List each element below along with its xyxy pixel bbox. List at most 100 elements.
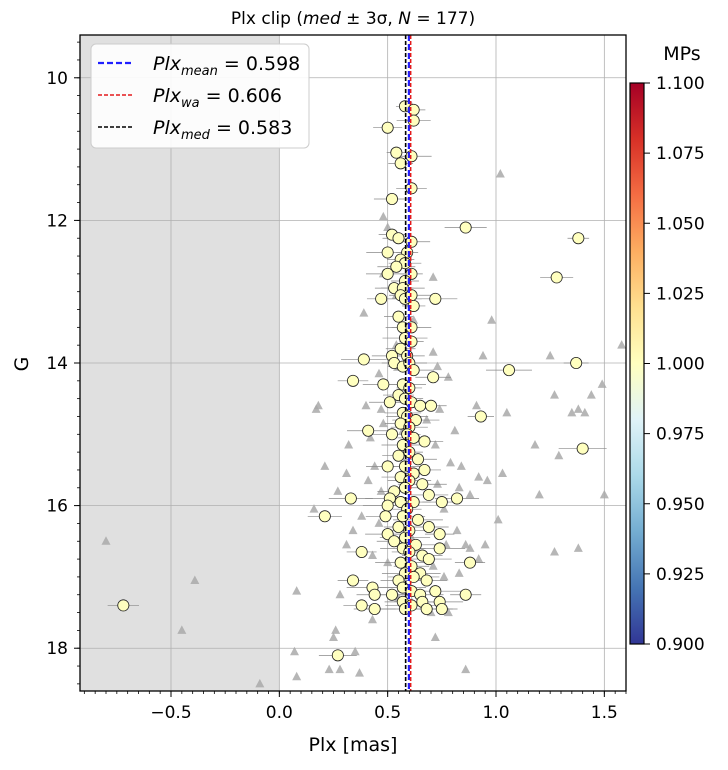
non-member-triangle: [461, 664, 471, 674]
non-member-triangle: [324, 664, 334, 674]
member-point: [418, 463, 431, 476]
non-member-triangle: [374, 518, 384, 527]
non-member-triangle: [502, 407, 512, 417]
non-member-triangle: [309, 504, 319, 513]
member-point: [405, 150, 418, 163]
member-point: [411, 453, 424, 466]
x-tick-label: 0.0: [266, 703, 293, 723]
non-member-triangle: [617, 340, 626, 349]
colorbar-tick-label: 0.950: [656, 495, 705, 515]
non-member-triangle: [454, 482, 464, 492]
member-point: [502, 364, 515, 377]
member-point: [381, 460, 394, 473]
non-member-triangle: [368, 614, 377, 624]
non-member-triangle: [101, 536, 111, 545]
y-axis-ticks: 10 12 14 16 18: [46, 41, 80, 685]
non-member-triangle: [580, 407, 590, 417]
non-member-triangle: [378, 211, 388, 221]
non-member-triangle: [480, 539, 490, 549]
non-member-triangle: [534, 489, 544, 499]
non-member-triangle: [378, 418, 388, 428]
non-member-triangle: [190, 575, 200, 584]
legend: Plxmean = 0.598 Plxwa = 0.606 Plxmed = 0…: [90, 43, 310, 149]
non-member-triangle: [331, 625, 341, 634]
y-tick-label: 10: [46, 69, 68, 89]
x-tick-label: 0.5: [374, 703, 401, 723]
non-member-triangle: [550, 390, 559, 399]
non-member-triangle: [435, 404, 445, 413]
non-member-triangle: [498, 468, 507, 478]
member-point: [396, 510, 409, 523]
y-axis-label: G: [11, 357, 33, 372]
member-point: [405, 182, 418, 195]
member-point: [422, 553, 435, 566]
member-point: [375, 292, 388, 305]
non-member-triangle: [454, 568, 464, 577]
non-member-triangle: [376, 404, 386, 413]
member-point: [433, 528, 446, 541]
member-point: [414, 399, 427, 412]
non-member-triangle: [597, 379, 607, 388]
member-point: [381, 267, 394, 280]
non-member-triangle: [368, 550, 377, 560]
non-member-triangle: [355, 668, 364, 677]
legend-med-label: Plxmed = 0.583: [153, 117, 292, 143]
member-point: [385, 192, 398, 205]
y-tick-label: 16: [46, 497, 68, 517]
member-point: [459, 588, 472, 601]
non-member-triangle: [344, 440, 354, 449]
non-member-triangle: [446, 457, 455, 467]
non-member-triangle: [573, 404, 583, 413]
member-points: [107, 100, 607, 662]
non-member-triangle: [465, 543, 475, 552]
member-point: [346, 574, 359, 587]
non-member-triangle: [383, 557, 393, 567]
non-member-triangle: [443, 607, 453, 617]
member-point: [418, 435, 431, 448]
non-member-triangle: [567, 407, 577, 417]
member-point: [411, 513, 424, 526]
x-tick-label: 1.5: [591, 703, 618, 723]
non-member-triangle: [554, 450, 564, 460]
non-member-triangle: [177, 625, 187, 634]
legend-mean-label: Plxmean = 0.598: [153, 53, 300, 79]
non-member-triangle: [452, 525, 462, 535]
member-point: [381, 499, 394, 512]
non-member-triangle: [545, 350, 555, 360]
non-member-triangle: [361, 400, 371, 410]
member-point: [576, 442, 589, 455]
x-axis-ticks: −0.5 0.0 0.5 1.0 1.5: [83, 691, 627, 723]
member-point: [383, 396, 396, 409]
legend-wa-label: Plxwa = 0.606: [153, 85, 282, 111]
non-member-triangle: [443, 372, 453, 381]
member-point: [435, 496, 448, 509]
member-point: [405, 235, 418, 248]
colorbar-tick-label: 0.925: [656, 565, 705, 585]
colorbar-label: MPs: [663, 43, 700, 65]
non-member-triangle: [357, 511, 367, 520]
member-point: [429, 292, 442, 305]
member-point: [463, 556, 476, 569]
non-member-triangle: [422, 415, 432, 424]
member-point: [385, 428, 398, 441]
member-point: [459, 221, 472, 234]
member-point: [420, 574, 433, 587]
non-member-triangle: [292, 586, 302, 595]
non-member-triangle: [465, 489, 475, 499]
non-member-triangle: [474, 554, 484, 563]
member-point: [394, 556, 407, 569]
member-point: [392, 310, 405, 323]
non-member-triangle: [428, 272, 438, 281]
member-point: [346, 374, 359, 387]
member-point: [570, 356, 583, 369]
member-point: [379, 510, 392, 523]
colorbar-tick-label: 1.075: [656, 144, 705, 164]
member-point: [392, 521, 405, 534]
non-member-triangle: [474, 472, 484, 481]
colorbar-tick-label: 1.025: [656, 284, 705, 304]
non-member-triangle: [428, 347, 438, 356]
non-member-triangle: [428, 561, 438, 570]
member-point: [422, 521, 435, 534]
member-point: [344, 492, 357, 505]
